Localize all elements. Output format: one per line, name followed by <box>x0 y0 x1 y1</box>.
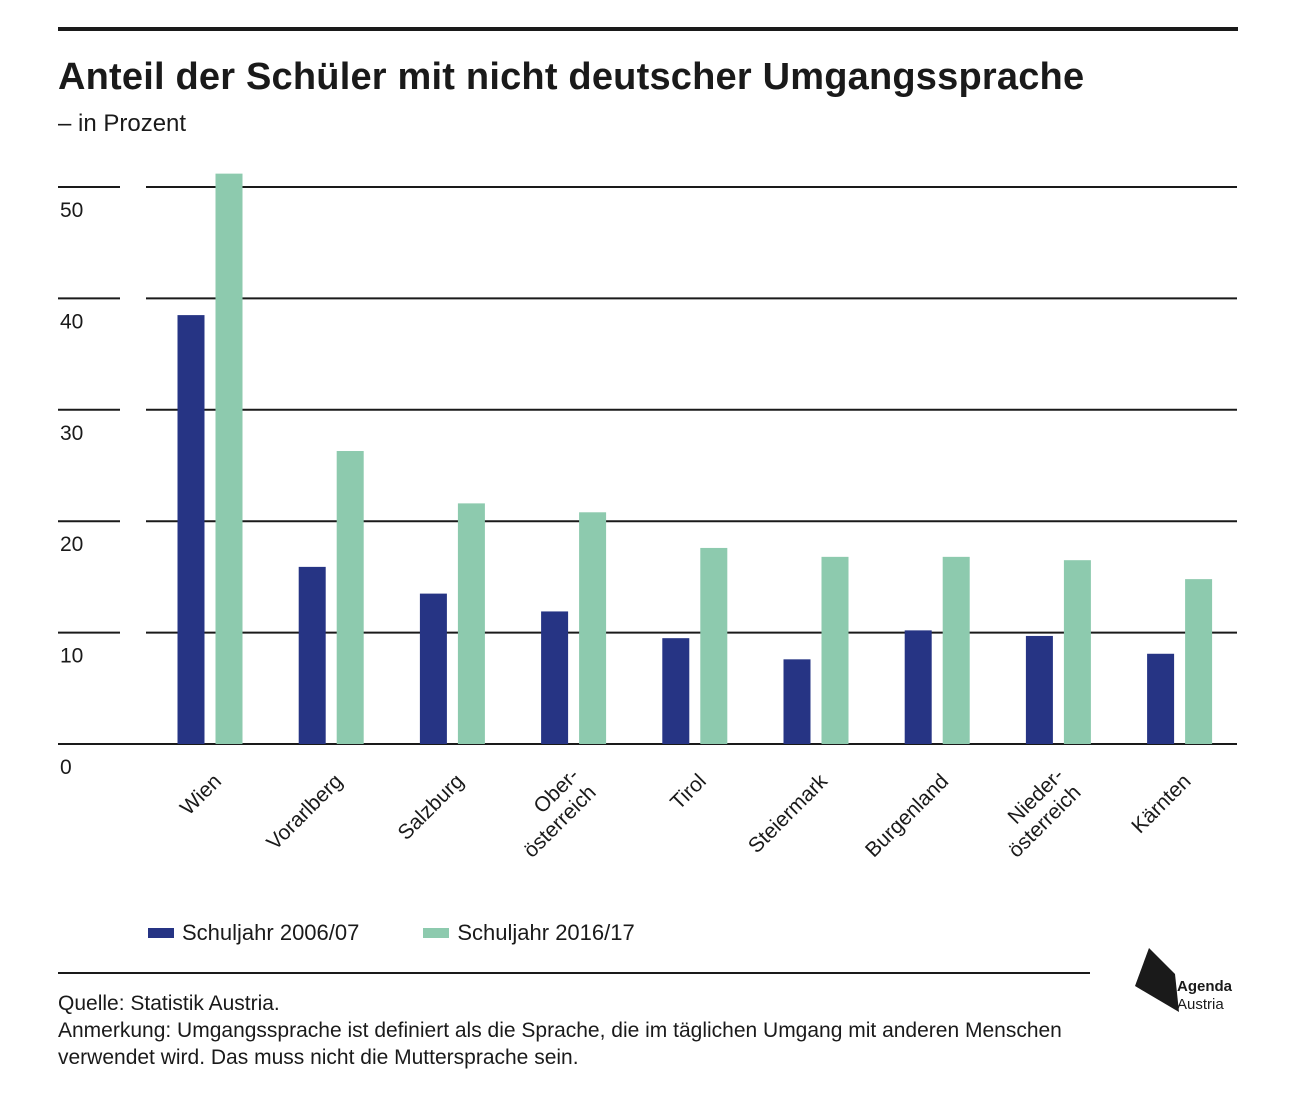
bar-2006-8 <box>1147 653 1175 744</box>
bar-2006-6 <box>904 630 932 744</box>
y-tick-label-0: 0 <box>60 756 72 779</box>
chart-title: Anteil der Schüler mit nicht deutscher U… <box>58 56 1085 98</box>
x-tick-label-line: Steiermark <box>744 769 832 857</box>
bar-2016-0 <box>215 173 243 744</box>
y-tick-label-10: 10 <box>60 645 83 668</box>
agenda-austria-logo-icon <box>1135 948 1179 1012</box>
x-tick-label-2: Salzburg <box>394 770 469 845</box>
y-tick-label-40: 40 <box>60 310 83 333</box>
bottom-rule <box>58 972 1090 974</box>
x-tick-label-1: Vorarlberg <box>262 770 347 855</box>
bar-2016-6 <box>942 556 970 744</box>
x-tick-label-6: Burgenland <box>861 770 953 862</box>
chart-subtitle: – in Prozent <box>58 110 187 137</box>
x-tick-label-line: Kärnten <box>1127 770 1195 838</box>
logo-word-austria: Austria <box>1177 996 1224 1013</box>
x-tick-label-8: Kärnten <box>1127 770 1195 838</box>
x-tick-label-7: Nieder-österreich <box>987 764 1086 863</box>
bar-2016-8 <box>1185 579 1213 744</box>
x-tick-label-3: Ober-österreich <box>502 764 601 863</box>
bar-2006-7 <box>1025 635 1053 744</box>
x-tick-label-line: Vorarlberg <box>262 770 347 855</box>
bar-2006-0 <box>177 315 205 744</box>
x-tick-label-0: Wien <box>176 770 226 820</box>
bar-2006-5 <box>783 659 811 744</box>
x-tick-label-line: Burgenland <box>861 770 953 862</box>
legend-item-2006: Schuljahr 2006/07 <box>148 920 359 946</box>
legend-swatch-2006 <box>148 928 174 938</box>
legend-item-2016: Schuljahr 2016/17 <box>423 920 635 946</box>
legend-label-2006: Schuljahr 2006/07 <box>182 920 360 945</box>
source-line: Quelle: Statistik Austria. <box>58 992 280 1015</box>
bar-2016-1 <box>336 451 364 744</box>
bar-2006-3 <box>541 611 569 744</box>
x-tick-label-line: Wien <box>176 770 226 820</box>
bar-2016-7 <box>1063 560 1091 744</box>
y-tick-label-50: 50 <box>60 199 83 222</box>
logo-word-agenda: Agenda <box>1177 978 1233 995</box>
x-tick-label-line: Salzburg <box>394 770 469 845</box>
bar-2006-1 <box>298 566 326 744</box>
source-notes: Quelle: Statistik Austria. Anmerkung: Um… <box>58 990 1118 1071</box>
x-tick-label-4: Tirol <box>666 770 711 815</box>
y-tick-label-30: 30 <box>60 422 83 445</box>
legend-label-2016: Schuljahr 2016/17 <box>457 920 635 945</box>
agenda-austria-logo: Agenda Austria <box>1135 948 1245 1018</box>
y-tick-label-20: 20 <box>60 533 83 556</box>
x-tick-label-5: Steiermark <box>744 769 832 857</box>
bar-2016-5 <box>821 556 849 744</box>
legend-swatch-2016 <box>423 928 450 938</box>
top-rule <box>58 27 1238 31</box>
bar-2016-4 <box>700 547 728 744</box>
note-line: Anmerkung: Umgangssprache ist definiert … <box>58 1019 1062 1069</box>
legend: Schuljahr 2006/07 Schuljahr 2016/17 <box>148 920 699 946</box>
bar-2016-3 <box>579 512 607 744</box>
bar-2006-2 <box>419 593 447 744</box>
x-tick-label-line: Tirol <box>666 770 711 815</box>
bar-chart: 0 10 20 30 40 50 Wien Vorarlberg Salzburg Ober-ös… <box>58 173 1237 863</box>
bar-2016-2 <box>457 503 485 744</box>
bar-2006-4 <box>662 638 690 744</box>
